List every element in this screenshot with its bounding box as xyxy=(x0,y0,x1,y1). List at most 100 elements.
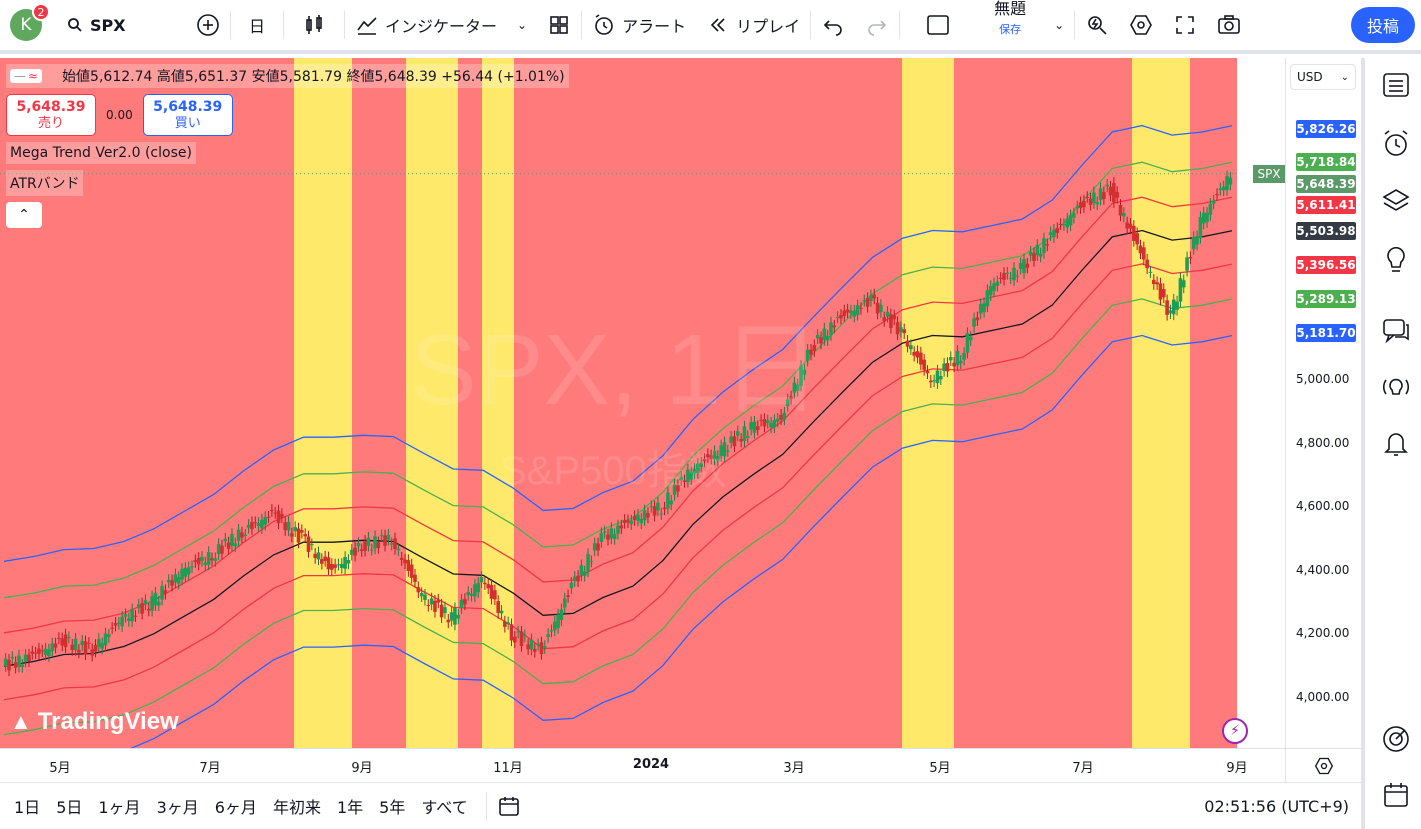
candle-body xyxy=(166,580,171,583)
currency-select[interactable]: USD ⌄ xyxy=(1290,64,1356,90)
candle-body xyxy=(829,322,833,336)
alert-button[interactable]: アラート xyxy=(582,0,696,50)
candle-body xyxy=(300,530,304,533)
candle-body xyxy=(729,436,733,443)
candle-body xyxy=(1181,280,1186,288)
price-level-tag: 5,289.13 xyxy=(1296,290,1356,308)
range-5y[interactable]: 5年 xyxy=(379,798,406,817)
bullish-zone xyxy=(406,58,458,748)
square-icon xyxy=(927,15,949,35)
price-tick-label: 4,800.00 xyxy=(1296,435,1350,450)
candle-body xyxy=(752,421,757,433)
notifications-button[interactable] xyxy=(1379,426,1413,460)
range-3m[interactable]: 3ヶ月 xyxy=(156,798,199,817)
separator xyxy=(283,11,285,39)
candle-body xyxy=(596,543,600,551)
candle-body xyxy=(1188,257,1193,259)
candle-body xyxy=(925,370,930,374)
candle-body xyxy=(280,513,284,518)
candle-body xyxy=(1125,222,1129,229)
legend-toggle[interactable]: — ≈ xyxy=(10,69,43,83)
quick-search-button[interactable] xyxy=(1075,0,1119,50)
candle-body xyxy=(985,290,990,307)
candle-body xyxy=(273,512,278,514)
object-tree-button[interactable] xyxy=(1379,184,1413,218)
candle-body xyxy=(77,649,81,653)
indicator-atr-band[interactable]: ATRバンド xyxy=(6,170,84,196)
clock[interactable]: 02:51:56 (UTC+9) xyxy=(1204,796,1349,816)
candle-body xyxy=(832,325,837,328)
price-level-tag: 5,718.84 xyxy=(1296,153,1356,171)
indicators-button[interactable]: インジケーター ⌄ xyxy=(345,0,537,50)
save-layout-button[interactable]: 無題 保存 xyxy=(976,0,1044,50)
range-1y[interactable]: 1年 xyxy=(336,798,364,817)
user-avatar[interactable]: K 2 xyxy=(10,3,50,41)
redo-icon xyxy=(868,20,887,36)
candle-body xyxy=(73,638,78,651)
watchlist-button[interactable] xyxy=(1379,68,1413,102)
candle-body xyxy=(1038,253,1043,257)
fullscreen-button[interactable] xyxy=(1163,0,1207,50)
price-axis[interactable]: USD ⌄ 5,000.00 4,800.00 4,600.00 4,400.00 4,… xyxy=(1285,58,1361,748)
interval-button[interactable]: 日 xyxy=(231,0,283,50)
compare-button[interactable] xyxy=(186,0,230,50)
indicator-mega-trend[interactable]: Mega Trend Ver2.0 (close) xyxy=(6,142,196,164)
candle-body xyxy=(812,345,817,352)
dom-button[interactable] xyxy=(1379,722,1413,756)
alerts-panel-button[interactable] xyxy=(1379,126,1413,160)
candle-body xyxy=(376,542,381,548)
candle-body xyxy=(196,557,201,565)
price-chart[interactable] xyxy=(0,58,1285,748)
candle-body xyxy=(948,357,953,361)
layout-square-button[interactable] xyxy=(900,0,976,50)
replay-button[interactable]: リプレイ xyxy=(696,0,810,50)
symbol-search[interactable]: SPX xyxy=(56,0,186,50)
indicators-label: インジケーター xyxy=(385,17,498,36)
atr-inner-lower-band xyxy=(3,263,1233,701)
buy-button[interactable]: 5,648.39 買い xyxy=(142,94,233,136)
chevron-down-icon: ⌄ xyxy=(517,18,528,32)
chart-pane[interactable]: SPX, 1日 S&P500指数 — ≈ 始値5,612.74 高値5,651.… xyxy=(0,58,1285,748)
spread-value: 0.00 xyxy=(106,108,133,122)
candle-body xyxy=(346,559,351,564)
calendar-button[interactable] xyxy=(1379,778,1413,812)
candle-body xyxy=(905,340,910,347)
lightning-icon[interactable]: ⚡ xyxy=(1222,718,1248,744)
range-all[interactable]: すべて xyxy=(421,798,468,817)
undo-button[interactable] xyxy=(811,0,855,50)
candle-body xyxy=(885,311,890,317)
range-5d[interactable]: 5日 xyxy=(56,798,83,817)
sell-button[interactable]: 5,648.39 売り xyxy=(6,94,96,136)
candle-body xyxy=(562,598,567,608)
range-1m[interactable]: 1ヶ月 xyxy=(98,798,141,817)
candle-body xyxy=(173,574,178,583)
range-6m[interactable]: 6ヶ月 xyxy=(214,798,257,817)
range-ytd[interactable]: 年初来 xyxy=(272,798,321,817)
post-button[interactable]: 投稿 xyxy=(1350,7,1415,43)
chats-button[interactable] xyxy=(1379,314,1413,348)
candle-body xyxy=(509,624,514,641)
redo-button[interactable] xyxy=(855,0,899,50)
ideas-button[interactable] xyxy=(1379,242,1413,276)
ohlc-row: — ≈ 始値5,612.74 高値5,651.37 安値5,581.79 終値5… xyxy=(6,64,569,88)
streams-button[interactable] xyxy=(1379,370,1413,404)
layouts-button[interactable] xyxy=(537,0,581,50)
candle-body xyxy=(1005,272,1010,274)
range-1d[interactable]: 1日 xyxy=(14,798,41,817)
settings-button[interactable] xyxy=(1119,0,1163,50)
chart-type-button[interactable] xyxy=(284,0,344,50)
candle-body xyxy=(303,534,307,537)
candle-body xyxy=(320,559,324,564)
candle-body xyxy=(1035,244,1040,256)
time-label: 9月 xyxy=(351,761,373,776)
collapse-legend-button[interactable]: ⌃ xyxy=(6,202,42,228)
snapshot-button[interactable] xyxy=(1207,0,1251,50)
candle-body xyxy=(1205,212,1209,223)
calendar-range-icon[interactable] xyxy=(497,794,521,818)
candle-body xyxy=(243,534,248,536)
layout-menu-button[interactable]: ⌄ xyxy=(1044,0,1074,50)
candle-body xyxy=(842,310,847,316)
axis-settings-button[interactable] xyxy=(1285,748,1361,782)
candle-body xyxy=(503,621,507,627)
time-axis[interactable]: 5月 7月 9月 11月 2024 3月 5月 7月 9月 xyxy=(0,748,1285,782)
